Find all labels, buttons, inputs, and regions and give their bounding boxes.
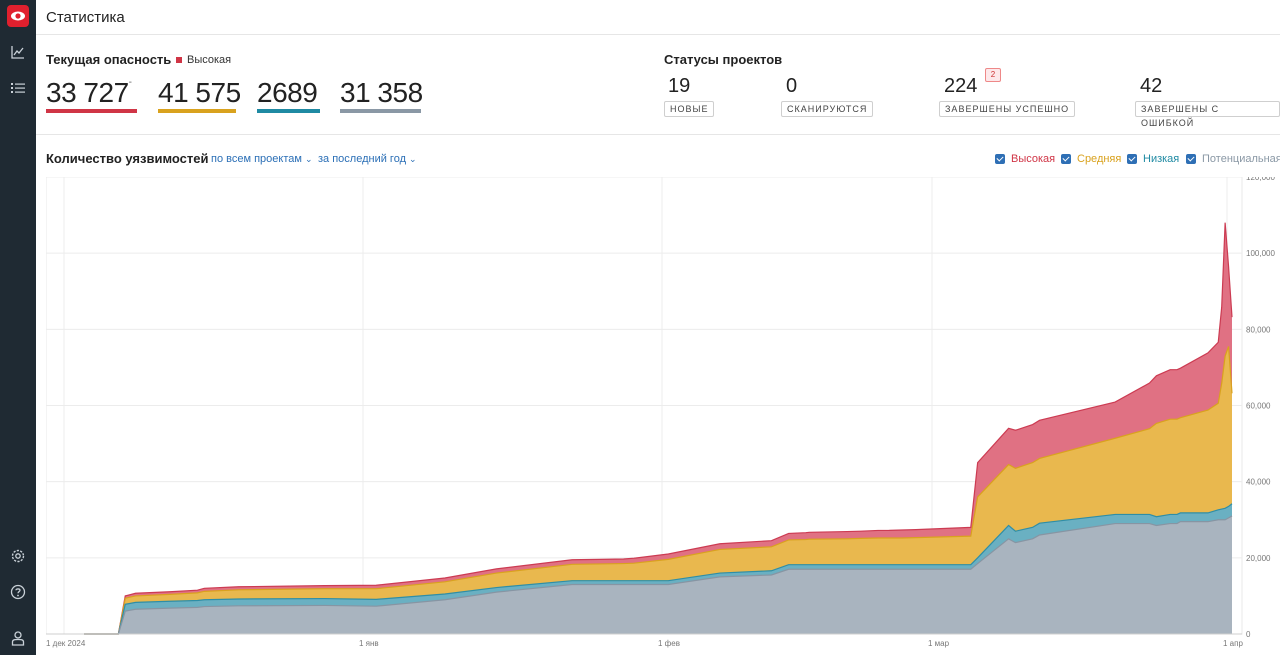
x-tick-label: 1 мар bbox=[928, 639, 950, 648]
status-error-tag[interactable]: ЗАВЕРШЕНЫ С ОШИБКОЙ bbox=[1135, 101, 1280, 128]
danger-legend-label: Высокая bbox=[187, 54, 232, 66]
status-success-count: 224 bbox=[944, 75, 978, 97]
page-title: Статистика bbox=[46, 8, 125, 26]
vulnerability-chart: 0 20,000 40,000 60,000 80,000 100,000 120,000 1… bbox=[45, 173, 1278, 655]
sidebar bbox=[0, 0, 36, 655]
chart-icon[interactable] bbox=[8, 42, 28, 62]
danger-high-bar bbox=[46, 109, 137, 113]
legend-medium-toggle[interactable]: Средняя bbox=[1061, 153, 1121, 165]
danger-title: Текущая опасность bbox=[46, 52, 172, 67]
area-medium bbox=[84, 346, 1232, 634]
status-new-tag[interactable]: НОВЫЕ bbox=[664, 101, 715, 117]
y-tick-label: 60,000 bbox=[1246, 402, 1271, 411]
chevron-down-icon: ⌄ bbox=[304, 154, 313, 164]
summary-section: Текущая опасность Высокая 33 727- 41 575… bbox=[36, 35, 1280, 135]
checkbox-icon bbox=[995, 154, 1005, 164]
series-line bbox=[84, 346, 1233, 635]
danger-medium-bar bbox=[158, 109, 236, 113]
x-tick-label: 1 фев bbox=[658, 639, 680, 648]
chart-header: Количество уязвимостей по всем проектам ⌄… bbox=[46, 151, 1280, 171]
status-error-count: 42 bbox=[1140, 75, 1163, 97]
main-content: Статистика Текущая опасность Высокая 33 … bbox=[36, 0, 1280, 655]
danger-potential-value[interactable]: 31 358 bbox=[340, 77, 423, 108]
period-filter-dropdown[interactable]: за последний год ⌄ bbox=[318, 153, 417, 165]
status-success-tag[interactable]: ЗАВЕРШЕНЫ УСПЕШНО bbox=[939, 101, 1076, 117]
series-line bbox=[84, 503, 1233, 635]
danger-low-value[interactable]: 2689 bbox=[257, 77, 318, 108]
high-color-swatch bbox=[176, 57, 182, 63]
x-tick-label: 1 дек 2024 bbox=[46, 639, 86, 648]
statuses-title: Статусы проектов bbox=[664, 52, 783, 67]
danger-potential-bar bbox=[340, 109, 421, 113]
status-scanning-count: 0 bbox=[786, 75, 798, 97]
chevron-down-icon: ⌄ bbox=[409, 154, 417, 164]
list-icon[interactable] bbox=[8, 78, 28, 98]
user-icon[interactable] bbox=[8, 628, 28, 648]
checkbox-icon bbox=[1061, 154, 1071, 164]
logo-icon[interactable] bbox=[7, 5, 29, 27]
settings-icon[interactable] bbox=[8, 546, 28, 566]
danger-medium-value[interactable]: 41 575 bbox=[158, 77, 241, 108]
projects-filter-dropdown[interactable]: по всем проектам ⌄ bbox=[211, 153, 313, 165]
y-tick-label: 0 bbox=[1246, 630, 1251, 639]
status-scanning-tag[interactable]: СКАНИРУЮТСЯ bbox=[781, 101, 874, 117]
danger-high-value[interactable]: 33 727- bbox=[46, 77, 132, 108]
y-tick-label: 40,000 bbox=[1246, 478, 1271, 487]
danger-legend: Высокая bbox=[176, 54, 231, 66]
vulnerability-area-chart: 0 20,000 40,000 60,000 80,000 100,000 120,000 1… bbox=[45, 173, 1275, 648]
legend-potential-toggle[interactable]: Потенциальная bbox=[1186, 153, 1280, 165]
chart-title: Количество уязвимостей bbox=[46, 151, 209, 166]
legend-low-toggle[interactable]: Низкая bbox=[1127, 153, 1179, 165]
danger-low-bar bbox=[257, 109, 320, 113]
y-tick-label: 80,000 bbox=[1246, 325, 1271, 334]
x-tick-label: 1 апр bbox=[1223, 639, 1243, 648]
checkbox-icon bbox=[1127, 154, 1137, 164]
legend-high-toggle[interactable]: Высокая bbox=[995, 153, 1055, 165]
series-line bbox=[84, 222, 1233, 635]
status-new-count: 19 bbox=[668, 75, 691, 97]
status-success-badge: 2 bbox=[985, 68, 1001, 82]
checkbox-icon bbox=[1186, 154, 1196, 164]
series-line bbox=[84, 515, 1233, 635]
y-tick-label: 100,000 bbox=[1246, 249, 1275, 258]
top-bar: Статистика bbox=[36, 0, 1280, 35]
area-high bbox=[84, 222, 1232, 634]
area-potential bbox=[84, 515, 1232, 634]
y-tick-label: 20,000 bbox=[1246, 554, 1271, 563]
help-icon[interactable] bbox=[8, 582, 28, 602]
y-tick-label: 120,000 bbox=[1246, 177, 1275, 182]
x-tick-label: 1 янв bbox=[359, 639, 379, 648]
